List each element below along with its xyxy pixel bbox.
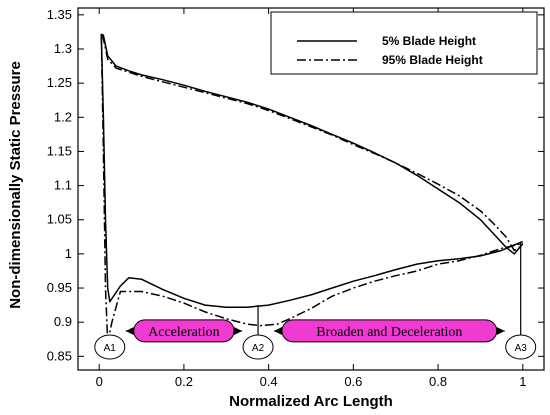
y-tick-label: 1.2 bbox=[54, 109, 72, 124]
y-axis-title: Non-dimensionally Static Pressure bbox=[7, 61, 24, 309]
series-line-95pct-pressure-side bbox=[100, 34, 524, 252]
legend-label-5pct: 5% Blade Height bbox=[382, 34, 476, 48]
region-pill bbox=[133, 319, 235, 343]
y-tick-label: 1.1 bbox=[54, 178, 72, 193]
marker-label-a2: A2 bbox=[252, 343, 265, 354]
marker-circle-a2 bbox=[242, 334, 274, 360]
x-tick-label: 0.8 bbox=[429, 374, 447, 389]
plot-frame bbox=[77, 7, 545, 371]
x-axis-title: Normalized Arc Length bbox=[229, 393, 393, 410]
marker-label-a1: A1 bbox=[104, 343, 117, 354]
marker-circle-a3 bbox=[505, 334, 537, 360]
region-label: Broaden and Deceleration bbox=[316, 325, 462, 340]
y-tick-label: 1 bbox=[65, 246, 72, 261]
series-line-5pct-pressure-side bbox=[100, 33, 524, 255]
y-tick-label: 1.25 bbox=[47, 75, 72, 90]
y-tick-label: 1.05 bbox=[47, 212, 72, 227]
arrow-head-right bbox=[496, 327, 505, 335]
axis-ticks: 0.85 0.9 0.95 1 1.05 1.1 1.15 1.2 1.25 1.3 1.35 0 0.… bbox=[47, 7, 544, 389]
x-tick-label: 0.4 bbox=[260, 374, 278, 389]
y-tick-label: 0.85 bbox=[47, 348, 72, 363]
region-label: Acceleration bbox=[148, 325, 220, 340]
arrow-head-left bbox=[274, 327, 283, 335]
annotation-layer: Acceleration Broaden and Deceleration A1 A2… bbox=[94, 241, 537, 360]
x-tick-label: 0 bbox=[96, 374, 103, 389]
y-tick-label: 1.15 bbox=[47, 143, 72, 158]
region-pill bbox=[281, 319, 498, 343]
series-line-95pct-suction-side bbox=[100, 35, 523, 344]
legend-box bbox=[270, 11, 538, 75]
series-line-5pct-suction-side bbox=[100, 33, 524, 308]
y-tick-label: 0.95 bbox=[47, 280, 72, 295]
x-tick-label: 0.6 bbox=[344, 374, 362, 389]
arrow-head-left bbox=[125, 327, 134, 335]
y-tick-label: 0.9 bbox=[54, 314, 72, 329]
y-tick-label: 1.35 bbox=[47, 7, 72, 22]
x-tick-label: 0.2 bbox=[175, 374, 193, 389]
marker-circle-a1 bbox=[94, 334, 126, 360]
arrow-head-right bbox=[234, 327, 243, 335]
y-tick-label: 1.3 bbox=[54, 41, 72, 56]
marker-label-a3: A3 bbox=[515, 343, 528, 354]
x-tick-label: 1 bbox=[519, 374, 526, 389]
legend: 5% Blade Height 95% Blade Height bbox=[270, 11, 538, 75]
series-layer bbox=[100, 33, 524, 344]
legend-label-95pct: 95% Blade Height bbox=[382, 53, 483, 67]
